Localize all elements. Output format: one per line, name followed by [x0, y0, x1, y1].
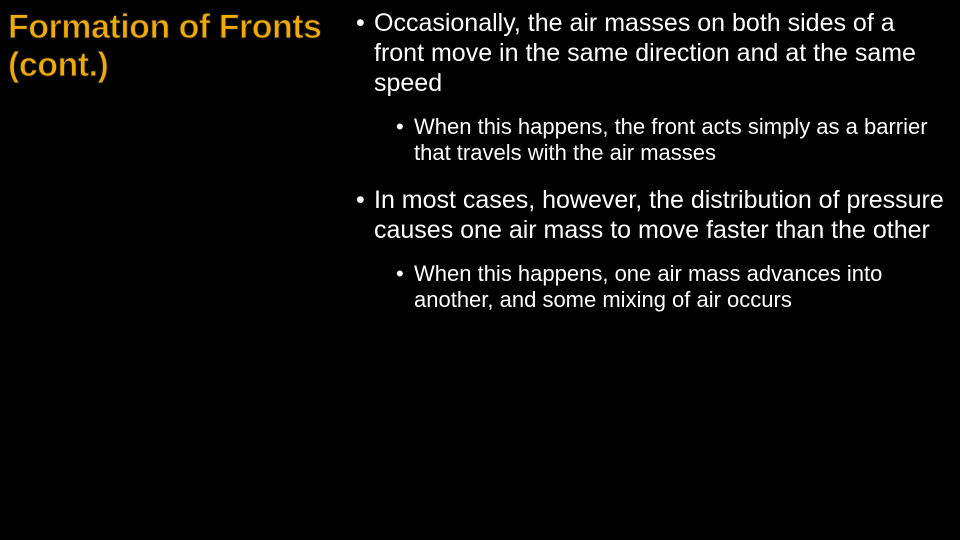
- bullet-item: Occasionally, the air masses on both sid…: [356, 8, 944, 167]
- bullet-text: Occasionally, the air masses on both sid…: [374, 9, 916, 97]
- sub-bullet-text: When this happens, the front acts simply…: [414, 114, 928, 165]
- bullet-item: In most cases, however, the distribution…: [356, 185, 944, 314]
- slide: Formation of Fronts (cont.) Occasionally…: [0, 0, 960, 540]
- sub-bullet-list: When this happens, the front acts simply…: [374, 114, 944, 167]
- bullet-text: In most cases, however, the distribution…: [374, 186, 944, 244]
- bullet-list: Occasionally, the air masses on both sid…: [356, 8, 944, 314]
- sub-bullet-item: When this happens, one air mass advances…: [396, 261, 944, 314]
- sub-bullet-item: When this happens, the front acts simply…: [396, 114, 944, 167]
- sub-bullet-text: When this happens, one air mass advances…: [414, 261, 882, 312]
- content-column: Occasionally, the air masses on both sid…: [356, 8, 944, 524]
- slide-title: Formation of Fronts (cont.): [8, 8, 356, 84]
- title-column: Formation of Fronts (cont.): [8, 8, 356, 524]
- sub-bullet-list: When this happens, one air mass advances…: [374, 261, 944, 314]
